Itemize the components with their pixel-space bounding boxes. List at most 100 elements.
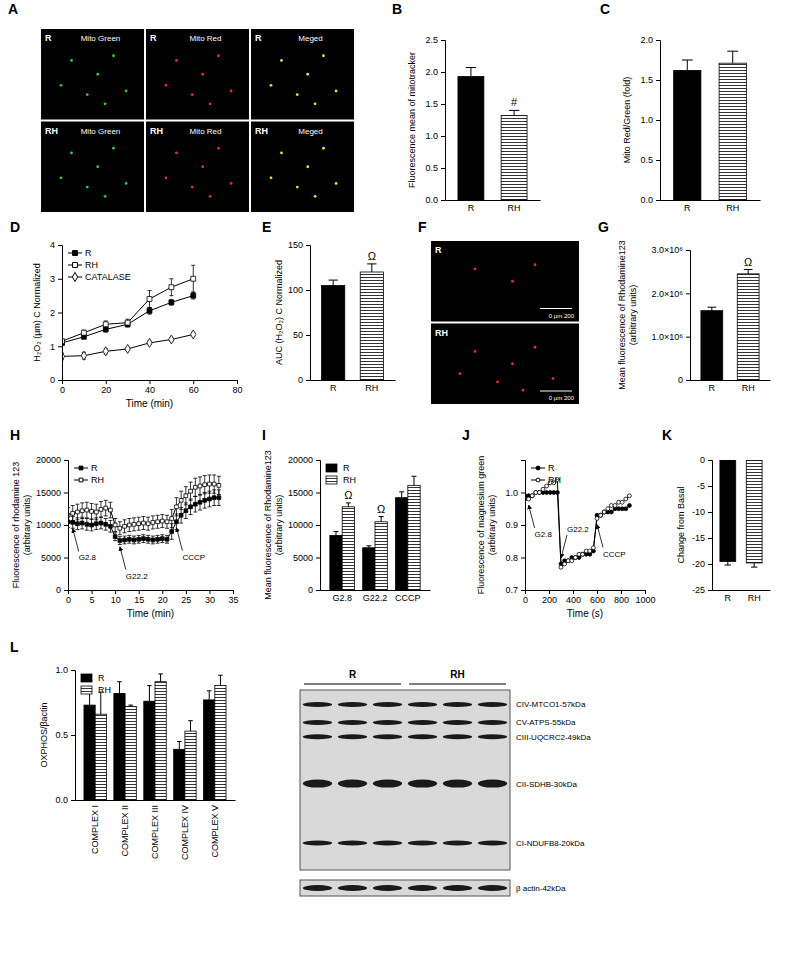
tick-label: CCCP	[395, 593, 421, 603]
tick: R	[709, 383, 716, 393]
error-bar	[151, 536, 155, 544]
tick-mark	[64, 590, 68, 591]
tick-label: 20	[101, 385, 111, 395]
error-bar	[75, 504, 79, 520]
error-bar	[189, 499, 193, 515]
tick-label: R	[468, 203, 475, 213]
error-bar	[141, 535, 145, 543]
tick: 0	[50, 375, 62, 385]
tick-mark	[306, 290, 310, 291]
tick-mark	[233, 590, 234, 594]
tick-label: 10000	[288, 520, 313, 530]
panel-letter: G	[598, 219, 609, 235]
tick-label: 0.0	[425, 195, 438, 205]
marker	[212, 482, 216, 486]
tick-mark	[686, 250, 690, 251]
marker	[85, 508, 89, 512]
error-bar	[366, 546, 371, 548]
tick: 0.0	[55, 795, 75, 805]
micrograph	[251, 29, 354, 120]
blot-band	[373, 720, 402, 725]
image-column-label: Mito Red	[189, 127, 221, 136]
error-bar	[191, 292, 195, 299]
legend-label: RH	[85, 260, 98, 270]
tick-mark	[441, 72, 445, 73]
marker	[175, 505, 179, 509]
marker	[90, 509, 94, 513]
marker	[104, 506, 108, 510]
tick: 0	[56, 585, 68, 595]
fluorescent-spot	[191, 186, 194, 189]
arrow	[176, 528, 182, 551]
tick-mark	[525, 590, 526, 594]
marker	[76, 510, 80, 514]
tick-mark	[708, 486, 712, 487]
plot-area	[720, 460, 762, 567]
tick-label: COMPLEX I	[90, 805, 100, 854]
tick-label: 1.0	[425, 131, 438, 141]
plot-area	[458, 68, 527, 200]
x-axis: G2.8G22.2CCCP	[321, 591, 431, 604]
tick-mark	[316, 590, 320, 591]
error-bar	[174, 498, 178, 516]
image-row-label: R	[150, 33, 157, 43]
marker	[113, 535, 117, 539]
marker	[530, 494, 534, 498]
error-bar	[128, 705, 132, 706]
panel-letter: E	[262, 219, 271, 235]
blot-band	[443, 885, 472, 891]
error-bar	[203, 476, 207, 494]
plot-area	[701, 270, 759, 381]
bar	[720, 460, 736, 561]
tick-label: 2.0	[425, 67, 438, 77]
tick-label: COMPLEX IV	[180, 805, 190, 860]
marker	[573, 556, 577, 560]
fluorescent-spot	[335, 182, 338, 185]
marker	[170, 530, 174, 534]
fluorescent-spot	[165, 176, 168, 179]
tick-mark	[597, 590, 598, 594]
error-bar	[177, 742, 181, 750]
x-axis-line	[446, 200, 541, 201]
panel-letter: H	[10, 427, 20, 443]
error-bar	[148, 307, 152, 314]
arrow	[73, 528, 79, 551]
error-bar	[123, 536, 127, 544]
marker	[118, 526, 122, 530]
scale-bar	[540, 308, 572, 309]
tick-label: 0.5	[640, 155, 653, 165]
tick: 80	[232, 380, 242, 395]
image-row-label: R	[45, 33, 52, 43]
y-axis-line	[316, 461, 321, 591]
fluorescent-spot	[296, 93, 299, 96]
marker	[559, 565, 563, 569]
error-bar	[71, 506, 75, 522]
arrow	[120, 547, 126, 570]
tick: 0	[678, 375, 690, 385]
x-axis-line	[661, 200, 761, 201]
error-bar	[399, 492, 404, 498]
tick-label: COMPLEX V	[210, 805, 220, 858]
x-axis: 05101520253035	[66, 590, 239, 605]
marker	[599, 513, 603, 517]
plot-area	[674, 51, 747, 200]
tick: -10	[692, 507, 712, 517]
x-axis: RRH	[446, 201, 541, 214]
line-panel: G2.8G22.2CCCP050001000015000200000510152…	[11, 455, 239, 619]
marker	[118, 539, 122, 543]
marker	[90, 523, 94, 527]
x-axis-line	[321, 590, 431, 591]
tick-mark	[521, 558, 525, 559]
blot-band	[408, 720, 437, 725]
tick: 0.0	[640, 195, 660, 205]
tick: 400	[566, 590, 581, 605]
error-bar	[126, 319, 130, 326]
marker	[191, 276, 196, 281]
y-axis: 05000100001500020000	[36, 455, 69, 595]
tick: -5	[697, 481, 712, 491]
tick: 60	[189, 380, 199, 395]
tick-mark	[115, 590, 116, 594]
tick: COMPLEX IV	[180, 805, 190, 860]
legend: RRHCATALASE	[68, 248, 131, 282]
marker	[599, 513, 603, 517]
